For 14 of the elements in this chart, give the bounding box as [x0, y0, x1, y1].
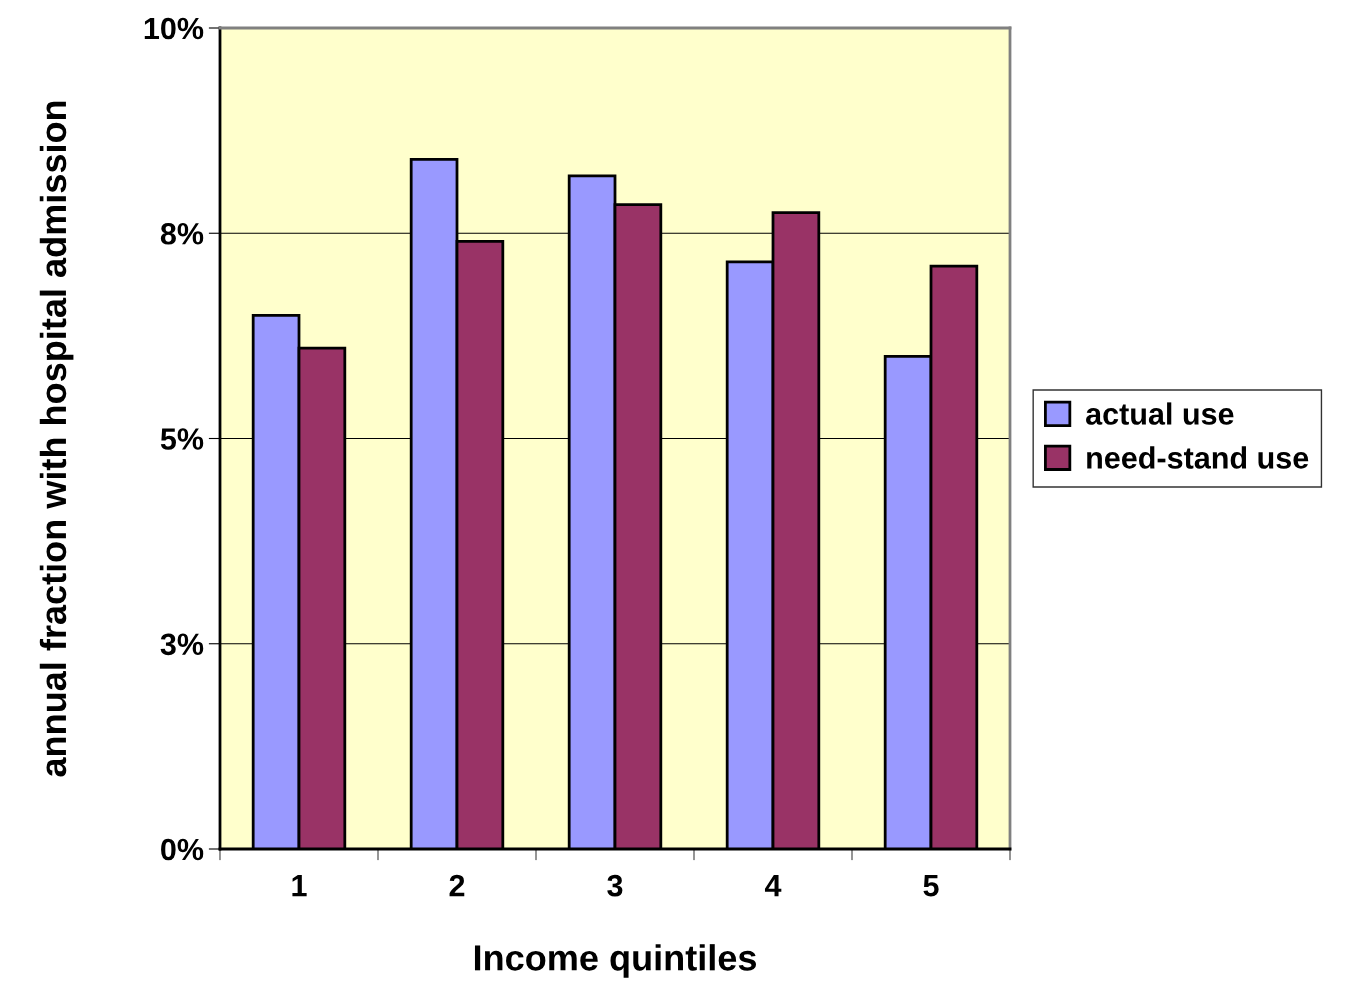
- legend-label: need-stand use: [1087, 446, 1309, 469]
- x-tick-label: 2: [449, 874, 465, 897]
- y-tick-label: 10%: [144, 17, 204, 40]
- x-axis-title: Income quintiles: [474, 944, 756, 978]
- x-tick-label: 4: [764, 875, 782, 897]
- x-tick-label: 5: [923, 875, 939, 897]
- y-tick-label: 3%: [160, 633, 204, 656]
- legend-label: actual use: [1086, 402, 1234, 425]
- y-axis-title: annual fraction with hospital admission: [39, 101, 74, 777]
- y-tick-label: 8%: [160, 222, 204, 245]
- y-tick-label: 5%: [160, 428, 204, 450]
- x-tick-label: 3: [607, 874, 623, 897]
- y-tick-label: 0%: [161, 838, 204, 861]
- x-tick-label: 1: [292, 875, 307, 897]
